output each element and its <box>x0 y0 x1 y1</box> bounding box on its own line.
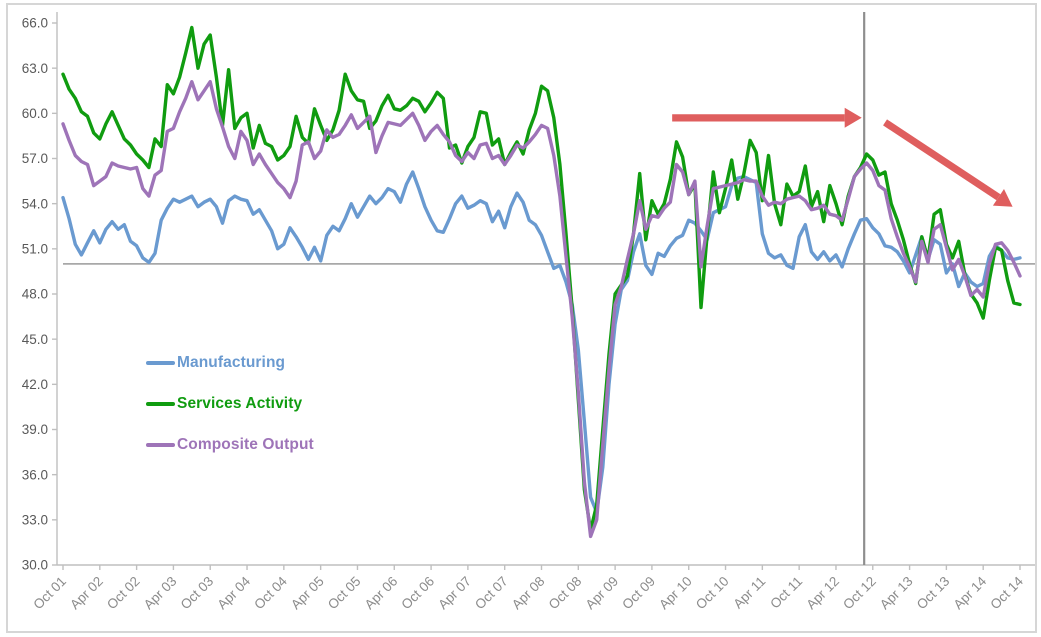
x-axis-label: Apr 08 <box>509 574 548 613</box>
y-axis-label: 51.0 <box>22 242 48 257</box>
legend-label-manufacturing: Manufacturing <box>177 353 286 371</box>
x-axis-label: Apr 02 <box>67 574 106 613</box>
x-axis-label: Apr 10 <box>656 574 695 613</box>
legend-item-composite: Composite Output <box>146 434 314 455</box>
y-axis-label: 66.0 <box>22 16 48 31</box>
legend-item-services: Services Activity <box>146 393 314 414</box>
y-axis-label: 36.0 <box>22 467 48 482</box>
x-axis-label: Oct 10 <box>693 574 732 613</box>
x-axis-label: Apr 07 <box>435 574 474 613</box>
x-axis-label: Oct 08 <box>546 574 585 613</box>
y-axis-label: 60.0 <box>22 106 48 121</box>
x-axis-label: Oct 01 <box>30 574 69 613</box>
composite-line-swatch <box>146 442 175 447</box>
manufacturing-line-swatch <box>146 360 175 365</box>
decline-trend-arrow-head <box>992 189 1013 207</box>
x-axis-label: Oct 03 <box>178 574 217 613</box>
x-axis-label: Oct 12 <box>840 574 879 613</box>
series-line-manufacturing <box>61 170 1022 514</box>
x-axis-label: Apr 04 <box>214 573 253 612</box>
decline-trend-arrow <box>883 119 1001 201</box>
x-axis-label: Oct 09 <box>619 574 658 613</box>
x-axis-label: Apr 12 <box>803 574 842 613</box>
x-axis-label: Apr 05 <box>288 574 327 613</box>
y-axis-label: 39.0 <box>22 422 48 437</box>
y-axis-label: 57.0 <box>22 151 48 166</box>
legend-label-services: Services Activity <box>177 394 303 412</box>
x-axis-label: Oct 07 <box>472 574 511 613</box>
y-axis-label: 42.0 <box>22 377 48 392</box>
x-axis-label: Apr 03 <box>141 574 180 613</box>
x-axis-label: Apr 14 <box>951 573 990 612</box>
x-axis-label: Apr 11 <box>730 574 768 612</box>
y-axis-label: 63.0 <box>22 61 48 76</box>
x-axis-label: Oct 04 <box>251 573 290 612</box>
legend: Manufacturing Services Activity Composit… <box>146 352 314 475</box>
x-axis-label: Oct 02 <box>104 574 143 613</box>
y-axis-label: 30.0 <box>22 558 48 573</box>
x-axis-label: Oct 13 <box>914 574 953 613</box>
y-axis-label: 48.0 <box>22 287 48 302</box>
y-axis-label: 45.0 <box>22 332 48 347</box>
legend-item-manufacturing: Manufacturing <box>146 352 314 373</box>
x-axis-label: Apr 13 <box>877 574 916 613</box>
x-axis-label: Oct 14 <box>987 573 1026 612</box>
x-axis-label: Apr 06 <box>362 574 401 613</box>
flat-trend-arrow-head <box>844 107 862 128</box>
x-axis-label: Oct 06 <box>398 574 437 613</box>
y-axis-label: 33.0 <box>22 513 48 528</box>
series-line-composite <box>61 79 1022 539</box>
x-axis-label: Oct 05 <box>325 574 364 613</box>
x-axis-label: Oct 11 <box>767 574 805 612</box>
services-line-swatch <box>146 401 175 406</box>
x-axis-label: Apr 09 <box>583 574 622 613</box>
y-axis-label: 54.0 <box>22 196 48 211</box>
legend-label-composite: Composite Output <box>177 435 314 453</box>
